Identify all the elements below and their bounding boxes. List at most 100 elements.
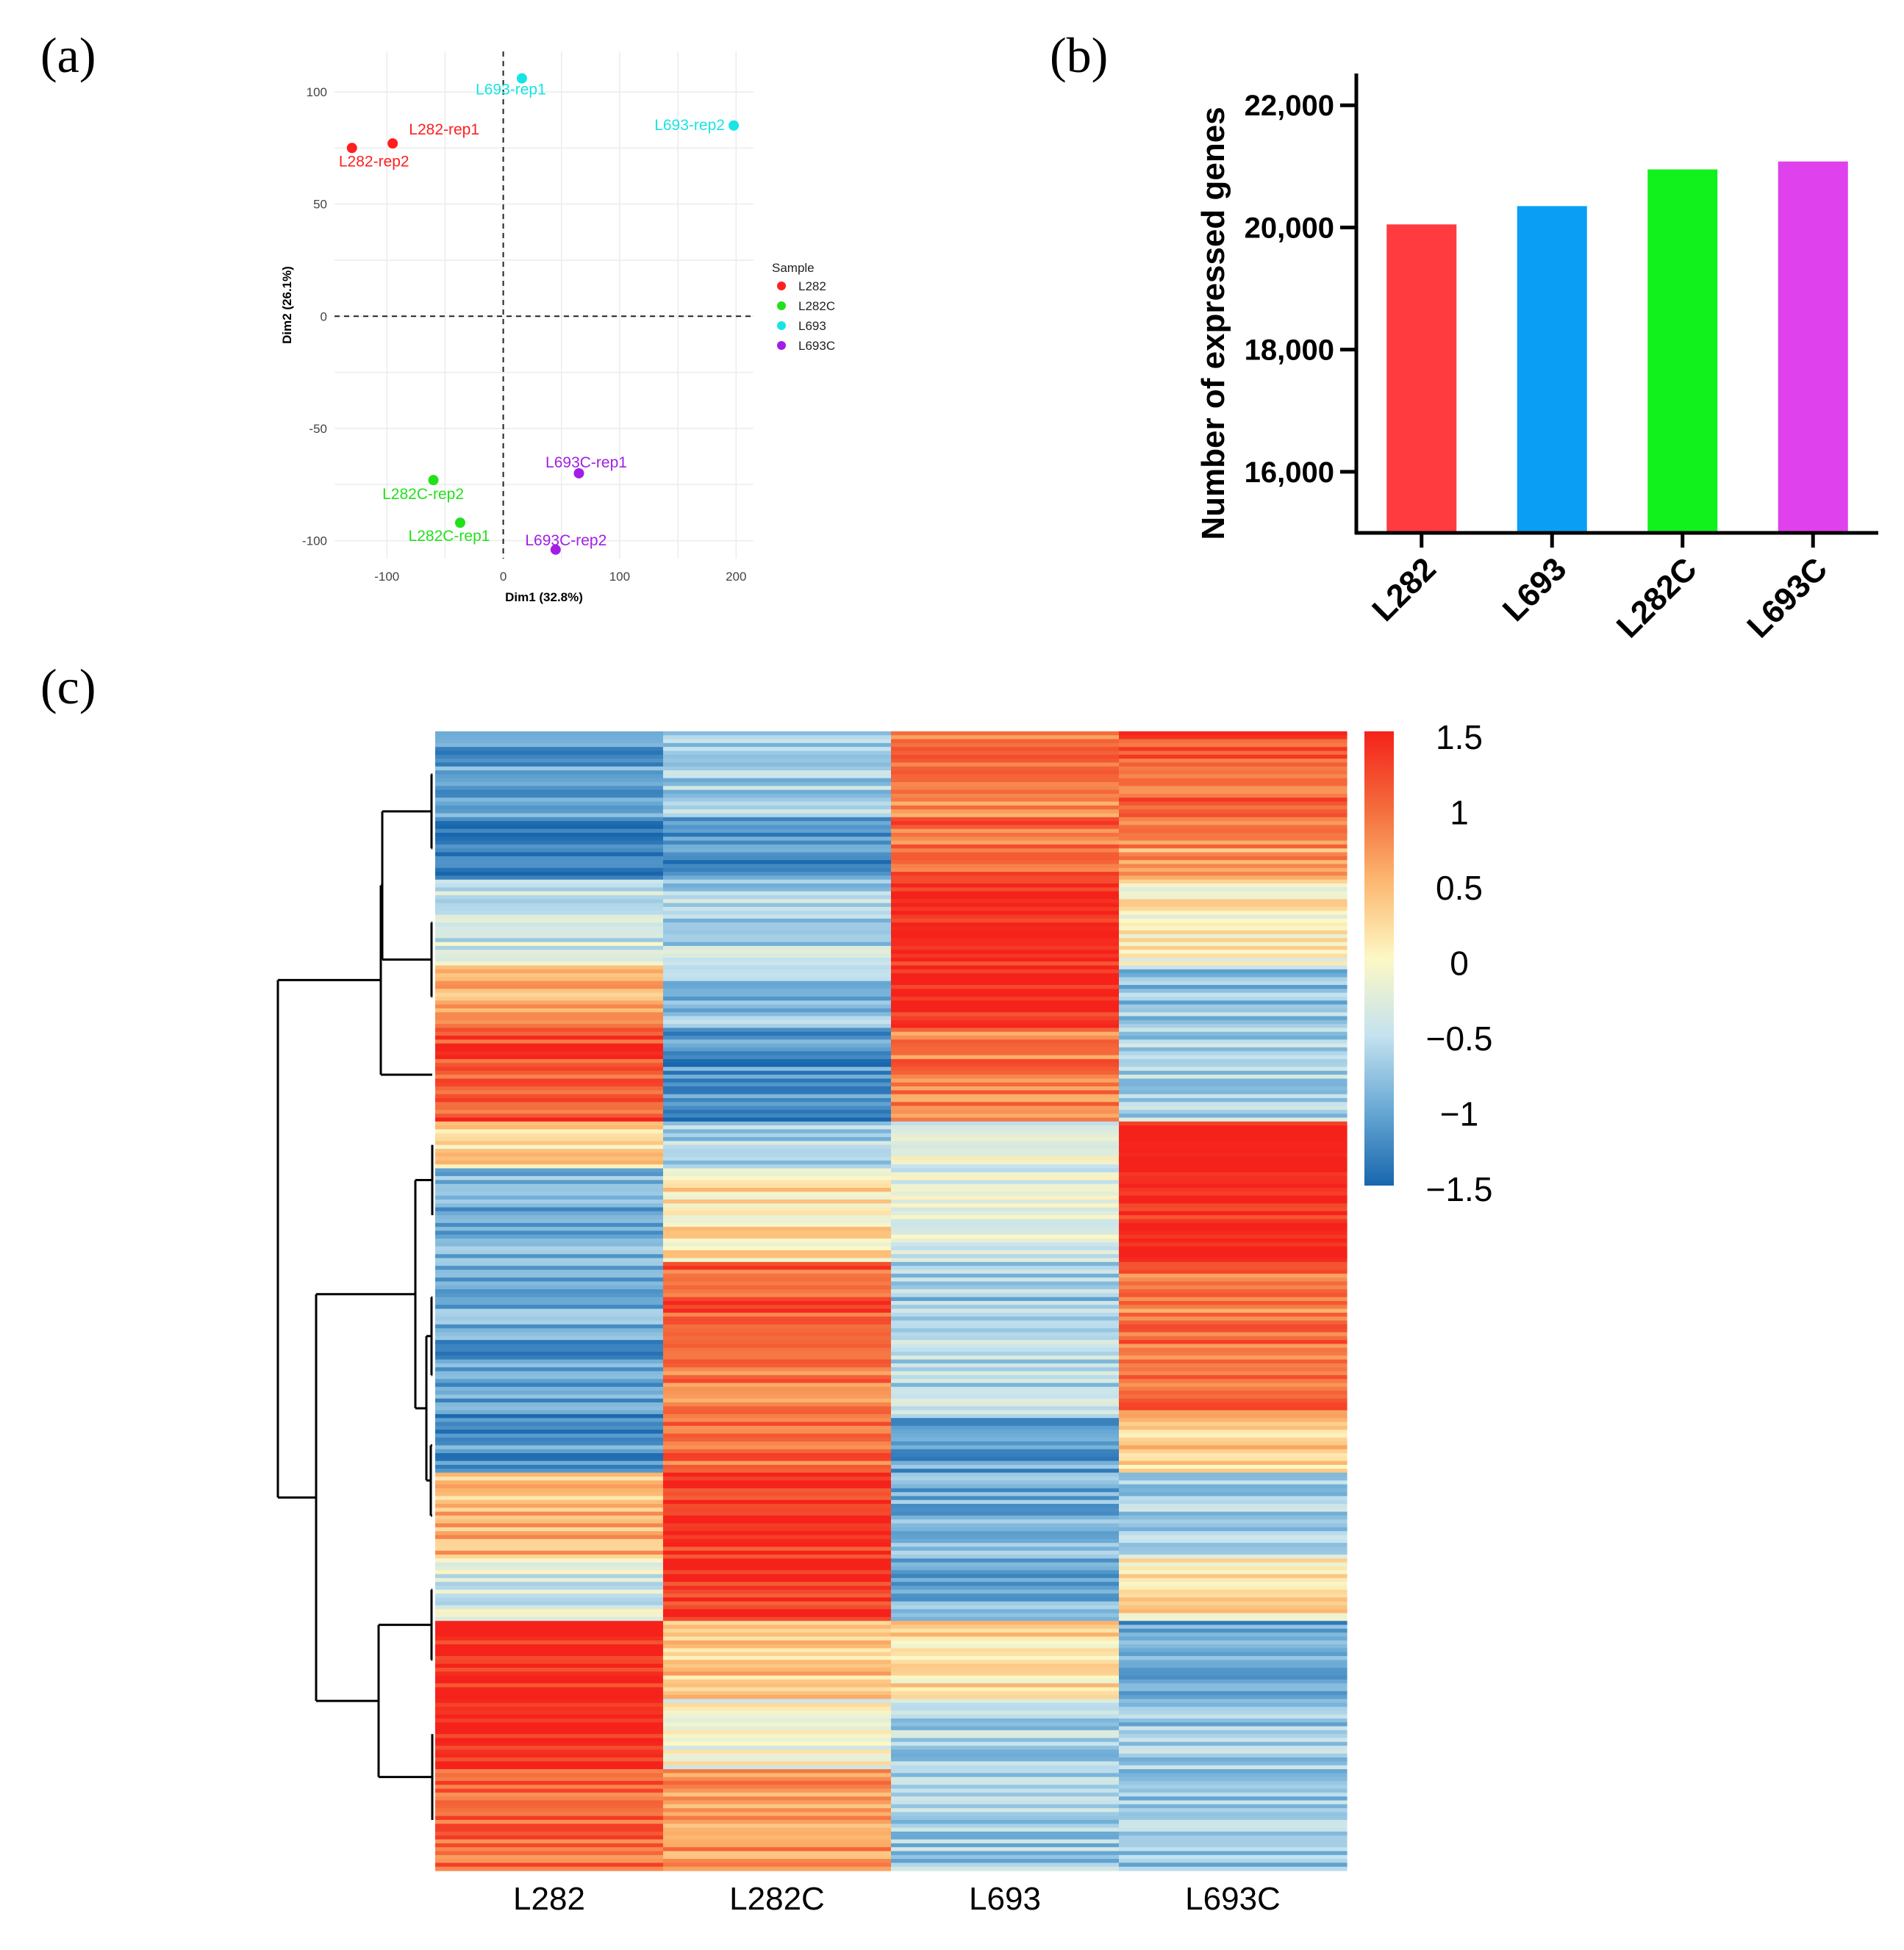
- heatmap-cell: [891, 1616, 1120, 1621]
- heatmap-cell: [435, 1785, 664, 1790]
- heatmap-cell: [435, 1137, 664, 1141]
- heatmap-cell: [1119, 801, 1348, 806]
- heatmap-cell: [663, 1156, 892, 1161]
- heatmap-cell: [891, 1242, 1120, 1247]
- heatmap-cell: [435, 1831, 664, 1836]
- heatmap-cell: [1119, 828, 1348, 834]
- heatmap-cell: [1119, 1714, 1348, 1719]
- heatmap-cell: [1119, 1675, 1348, 1680]
- heatmap-cell: [891, 1320, 1120, 1325]
- bar-chart: 16,000 18,000 20,000 22,000 L282 L693 L282C L6…: [1195, 74, 1878, 645]
- heatmap-cell: [663, 914, 892, 920]
- heatmap-cell: [1119, 953, 1348, 958]
- heatmap-cell: [663, 1016, 892, 1021]
- heatmap-cell: [891, 774, 1120, 779]
- heatmap-cell: [1119, 1114, 1348, 1119]
- heatmap-cell: [435, 1070, 664, 1075]
- heatmap-cell: [891, 1250, 1120, 1255]
- heatmap-cell: [663, 1605, 892, 1610]
- heatmap-cell: [435, 1191, 664, 1197]
- heatmap-cell: [1119, 1594, 1348, 1599]
- heatmap-cell: [1119, 852, 1348, 857]
- heatmap-cell: [663, 1714, 892, 1719]
- heatmap-cell: [891, 1374, 1120, 1380]
- pca-y-axis-label: Dim2 (26.1%): [280, 266, 294, 344]
- heatmap-cell: [891, 1570, 1120, 1575]
- heatmap-cell: [891, 1765, 1120, 1770]
- heatmap-cell: [891, 906, 1120, 911]
- heatmap-cell: [1119, 1757, 1348, 1762]
- heatmap-cell: [663, 1230, 892, 1236]
- heatmap-cell: [435, 817, 664, 822]
- heatmap-cell: [891, 1379, 1120, 1384]
- heatmap-cell: [663, 840, 892, 845]
- heatmap-cell: [891, 1016, 1120, 1021]
- heatmap-cell: [891, 1636, 1120, 1641]
- heatmap-cell: [435, 1067, 664, 1072]
- heatmap-cell: [891, 1656, 1120, 1660]
- heatmap-cell: [435, 770, 664, 775]
- heatmap-cell: [1119, 1301, 1348, 1305]
- heatmap-cell: [435, 828, 664, 834]
- heatmap-cell: [663, 1078, 892, 1083]
- heatmap-cell: [663, 1028, 892, 1033]
- heatmap-cell: [663, 766, 892, 771]
- heatmap-cell: [891, 1624, 1120, 1630]
- heatmap-cell: [663, 813, 892, 818]
- heatmap-cell: [663, 1808, 892, 1813]
- heatmap-cell: [663, 1070, 892, 1075]
- heatmap-cell: [1119, 1105, 1348, 1111]
- heatmap-cell: [891, 1445, 1120, 1450]
- heatmap-cell: [663, 1102, 892, 1107]
- heatmap-cell: [1119, 1792, 1348, 1797]
- heatmap-cell: [663, 1133, 892, 1138]
- heatmap-cell: [1119, 1785, 1348, 1790]
- heatmap-cell: [663, 750, 892, 756]
- heatmap-cell: [891, 1543, 1120, 1548]
- heatmap-cell: [663, 1254, 892, 1259]
- heatmap-cell: [1119, 1379, 1348, 1384]
- heatmap-cell: [435, 1114, 664, 1119]
- heatmap-cell: [435, 953, 664, 958]
- heatmap-cell: [663, 1425, 892, 1430]
- heatmap-cell: [1119, 1523, 1348, 1528]
- heatmap-cell: [891, 1203, 1120, 1208]
- heatmap-cell: [1119, 1344, 1348, 1349]
- heatmap-cell: [891, 735, 1120, 740]
- heatmap-cell: [1119, 789, 1348, 795]
- heatmap-cell: [663, 1749, 892, 1754]
- heatmap-cell: [435, 1574, 664, 1579]
- heatmap-cell: [435, 793, 664, 798]
- heatmap-cell: [891, 754, 1120, 759]
- heatmap-cell: [663, 1616, 892, 1621]
- heatmap-cell: [1119, 1488, 1348, 1493]
- heatmap-cell: [1119, 1702, 1348, 1707]
- heatmap-cell: [435, 1628, 664, 1633]
- heatmap-cell: [435, 1699, 664, 1704]
- legend-swatch: [777, 341, 786, 350]
- heatmap-cell: [435, 774, 664, 779]
- heatmap-cell: [891, 1058, 1120, 1064]
- heatmap-cell: [891, 1308, 1120, 1313]
- heatmap-cell: [1119, 1019, 1348, 1025]
- bar-category-label: L693: [1496, 551, 1574, 628]
- heatmap-cell: [435, 1320, 664, 1325]
- heatmap-cell: [435, 1558, 664, 1563]
- heatmap-cell: [1119, 1277, 1348, 1283]
- heatmap-cell: [435, 1105, 664, 1111]
- heatmap-cell: [663, 1039, 892, 1044]
- heatmap-cell: [891, 1464, 1120, 1469]
- heatmap-cell: [891, 1102, 1120, 1107]
- heatmap-cell: [435, 809, 664, 814]
- heatmap-cell: [663, 1386, 892, 1391]
- heatmap-cell: [891, 1371, 1120, 1376]
- heatmap-cell: [435, 1508, 664, 1513]
- heatmap-cell: [663, 1663, 892, 1668]
- heatmap-cell: [1119, 1555, 1348, 1559]
- heatmap-cell: [435, 1261, 664, 1266]
- heatmap-cell: [891, 1601, 1120, 1606]
- heatmap-cell: [663, 1555, 892, 1559]
- heatmap-cell: [435, 1293, 664, 1298]
- heatmap-cell: [435, 1129, 664, 1134]
- heatmap-cell: [435, 1484, 664, 1489]
